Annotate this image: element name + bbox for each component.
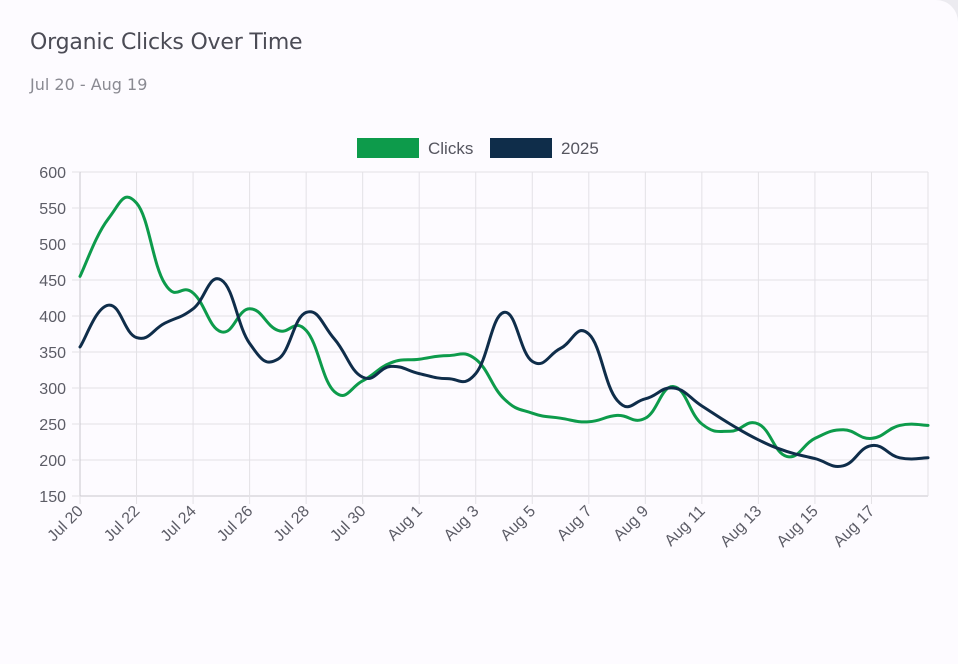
card-title: Organic Clicks Over Time xyxy=(30,30,303,55)
y-tick-label: 350 xyxy=(39,345,66,362)
date-range: Jul 20 - Aug 19 xyxy=(30,75,148,94)
chart-legend: Clicks 2025 xyxy=(357,138,599,158)
x-tick-label: Aug 9 xyxy=(611,503,653,545)
y-tick-label: 600 xyxy=(39,165,66,182)
y-tick-label: 450 xyxy=(39,273,66,290)
x-tick-label: Aug 5 xyxy=(498,503,540,545)
x-tick-label: Jul 28 xyxy=(271,503,313,545)
x-tick-label: Aug 3 xyxy=(441,503,483,545)
x-tick-label: Jul 20 xyxy=(45,503,87,545)
legend-2025-swatch xyxy=(490,138,552,158)
x-tick-label: Jul 30 xyxy=(327,503,369,545)
clicks-series-line xyxy=(78,195,930,459)
x-tick-label: Aug 11 xyxy=(662,503,709,550)
x-tick-label: Aug 17 xyxy=(830,503,878,551)
y-tick-label: 500 xyxy=(39,237,66,254)
x-tick-label: Jul 22 xyxy=(101,503,143,545)
series-2025-line xyxy=(78,277,930,468)
x-tick-label: Jul 24 xyxy=(158,503,200,545)
legend-clicks-label: Clicks xyxy=(428,139,473,158)
y-tick-label: 300 xyxy=(39,381,66,398)
x-tick-label: Aug 1 xyxy=(384,503,426,545)
x-tick-label: Aug 15 xyxy=(774,503,822,551)
y-tick-label: 150 xyxy=(39,489,66,506)
y-tick-label: 250 xyxy=(39,417,66,434)
legend-2025-label: 2025 xyxy=(561,139,599,158)
y-tick-label: 550 xyxy=(39,201,66,218)
y-tick-label: 400 xyxy=(39,309,66,326)
legend-clicks-swatch xyxy=(357,138,419,158)
chart-grid xyxy=(79,171,929,497)
y-tick-label: 200 xyxy=(39,453,66,470)
x-tick-label: Aug 7 xyxy=(554,503,596,545)
chart-axes: 150 200 250 300 350 400 450 500 550 600 Jul 20 Jul … xyxy=(39,165,878,551)
x-tick-label: Aug 13 xyxy=(717,503,765,551)
x-tick-label: Jul 26 xyxy=(214,503,256,545)
chart-series xyxy=(78,195,930,468)
